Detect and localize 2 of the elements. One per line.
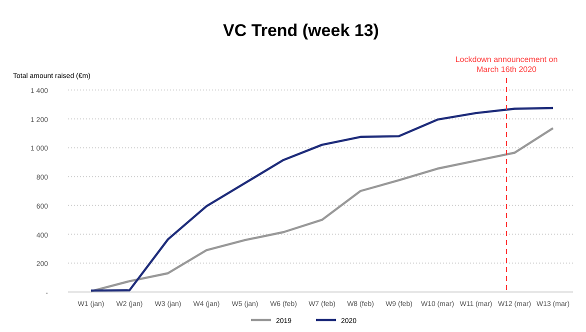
- chart-title: VC Trend (week 13): [223, 21, 379, 40]
- ref-line-label: Lockdown announcement on March 16th 2020: [455, 55, 558, 74]
